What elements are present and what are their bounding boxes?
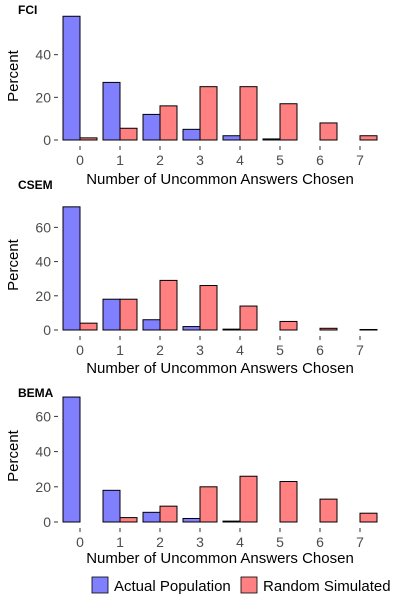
x-tick-label: 1	[116, 342, 124, 358]
y-tick-label: 20	[35, 288, 51, 304]
bar-actual	[142, 113, 161, 141]
legend-swatch-actual	[91, 576, 109, 594]
y-tick-label: 20	[35, 479, 51, 495]
bar-actual	[102, 298, 121, 331]
x-tick-label: 2	[156, 534, 164, 550]
y-tick-label: 40	[35, 444, 51, 460]
bar-simulated	[79, 322, 98, 331]
axis-ticks: 0 20 40 60 0 1 2 3 4 5 6 7	[35, 408, 364, 550]
x-tick-label: 4	[236, 152, 244, 168]
panel-title: BEMA	[18, 386, 54, 400]
legend-label-simulated: Random Simulated	[263, 578, 391, 595]
x-tick-label: 3	[196, 534, 204, 550]
panel-title: CSEM	[18, 178, 53, 192]
x-axis-title: Number of Uncommon Answers Chosen	[86, 360, 354, 377]
bar-simulated	[239, 475, 258, 523]
x-tick-label: 4	[236, 342, 244, 358]
bar-simulated	[279, 103, 298, 141]
bar-actual	[62, 396, 81, 523]
bar-actual	[182, 326, 201, 331]
bar-actual	[102, 489, 121, 523]
x-tick-label: 6	[316, 152, 324, 168]
x-axis-title: Number of Uncommon Answers Chosen	[86, 171, 354, 188]
x-tick-label: 6	[316, 534, 324, 550]
bar-simulated	[159, 105, 178, 141]
bar-simulated	[239, 305, 258, 331]
axis-ticks: 0 20 40 60 0 1 2 3 4 5 6 7	[35, 219, 364, 358]
bar-actual	[182, 517, 201, 523]
x-tick-label: 3	[196, 342, 204, 358]
legend-label-actual: Actual Population	[114, 578, 231, 595]
y-tick-label: 20	[35, 89, 51, 105]
x-tick-label: 3	[196, 152, 204, 168]
y-tick-label: 40	[35, 254, 51, 270]
x-tick-label: 5	[276, 342, 284, 358]
bar-simulated	[279, 320, 298, 331]
bar-actual	[142, 319, 161, 331]
bar-simulated	[159, 279, 178, 331]
bar-actual	[182, 128, 201, 141]
y-tick-label: 0	[43, 132, 51, 148]
x-tick-label: 5	[276, 152, 284, 168]
y-tick-label: 60	[35, 219, 51, 235]
y-tick-label: 40	[35, 47, 51, 63]
bar-simulated	[119, 517, 138, 523]
panel-csem: CSEM Percent Number of Uncommon Answers …	[5, 178, 378, 377]
bars	[62, 396, 378, 523]
x-tick-label: 0	[76, 342, 84, 358]
bar-simulated	[279, 481, 298, 523]
bar-actual	[62, 15, 81, 141]
bar-simulated	[319, 122, 338, 141]
x-tick-label: 7	[356, 534, 364, 550]
x-tick-label: 1	[116, 534, 124, 550]
axis-ticks: 0 20 40 0 1 2 3 4 5 6 7	[35, 47, 364, 168]
bar-simulated	[199, 486, 218, 523]
panel-title: FCI	[18, 3, 37, 17]
bar-simulated	[239, 86, 258, 141]
bar-simulated	[359, 512, 378, 523]
bar-simulated	[319, 327, 338, 331]
y-tick-label: 60	[35, 408, 51, 424]
legend: Actual Population Random Simulated	[91, 576, 391, 595]
x-tick-label: 2	[156, 342, 164, 358]
x-tick-label: 7	[356, 342, 364, 358]
bar-simulated	[199, 86, 218, 141]
y-axis-title: Percent	[5, 429, 22, 482]
y-tick-label: 0	[43, 514, 51, 530]
x-tick-label: 4	[236, 534, 244, 550]
x-axis-title: Number of Uncommon Answers Chosen	[86, 550, 354, 567]
bar-simulated	[359, 328, 378, 331]
bar-actual	[222, 328, 241, 331]
x-tick-label: 2	[156, 152, 164, 168]
x-tick-label: 0	[76, 534, 84, 550]
bar-actual	[222, 135, 241, 141]
panel-fci: FCI Percent Number of Uncommon Answers C…	[5, 3, 378, 188]
bar-simulated	[199, 285, 218, 331]
bar-actual	[62, 206, 81, 331]
bars	[62, 15, 378, 141]
bar-simulated	[119, 127, 138, 141]
bar-simulated	[79, 137, 98, 141]
x-tick-label: 7	[356, 152, 364, 168]
x-tick-label: 6	[316, 342, 324, 358]
bar-actual	[222, 520, 241, 523]
panel-bema: BEMA Percent Number of Uncommon Answers …	[5, 386, 378, 567]
bars	[62, 206, 378, 331]
y-axis-title: Percent	[5, 49, 22, 102]
bar-simulated	[159, 505, 178, 523]
bar-actual	[102, 81, 121, 141]
bar-actual	[142, 511, 161, 523]
bar-simulated	[119, 298, 138, 331]
bar-actual	[262, 138, 281, 141]
y-tick-label: 0	[43, 322, 51, 338]
x-tick-label: 5	[276, 534, 284, 550]
x-tick-label: 1	[116, 152, 124, 168]
y-axis-title: Percent	[5, 238, 22, 291]
bar-simulated	[319, 498, 338, 523]
x-tick-label: 0	[76, 152, 84, 168]
legend-swatch-simulated	[240, 576, 258, 594]
bar-simulated	[359, 135, 378, 141]
